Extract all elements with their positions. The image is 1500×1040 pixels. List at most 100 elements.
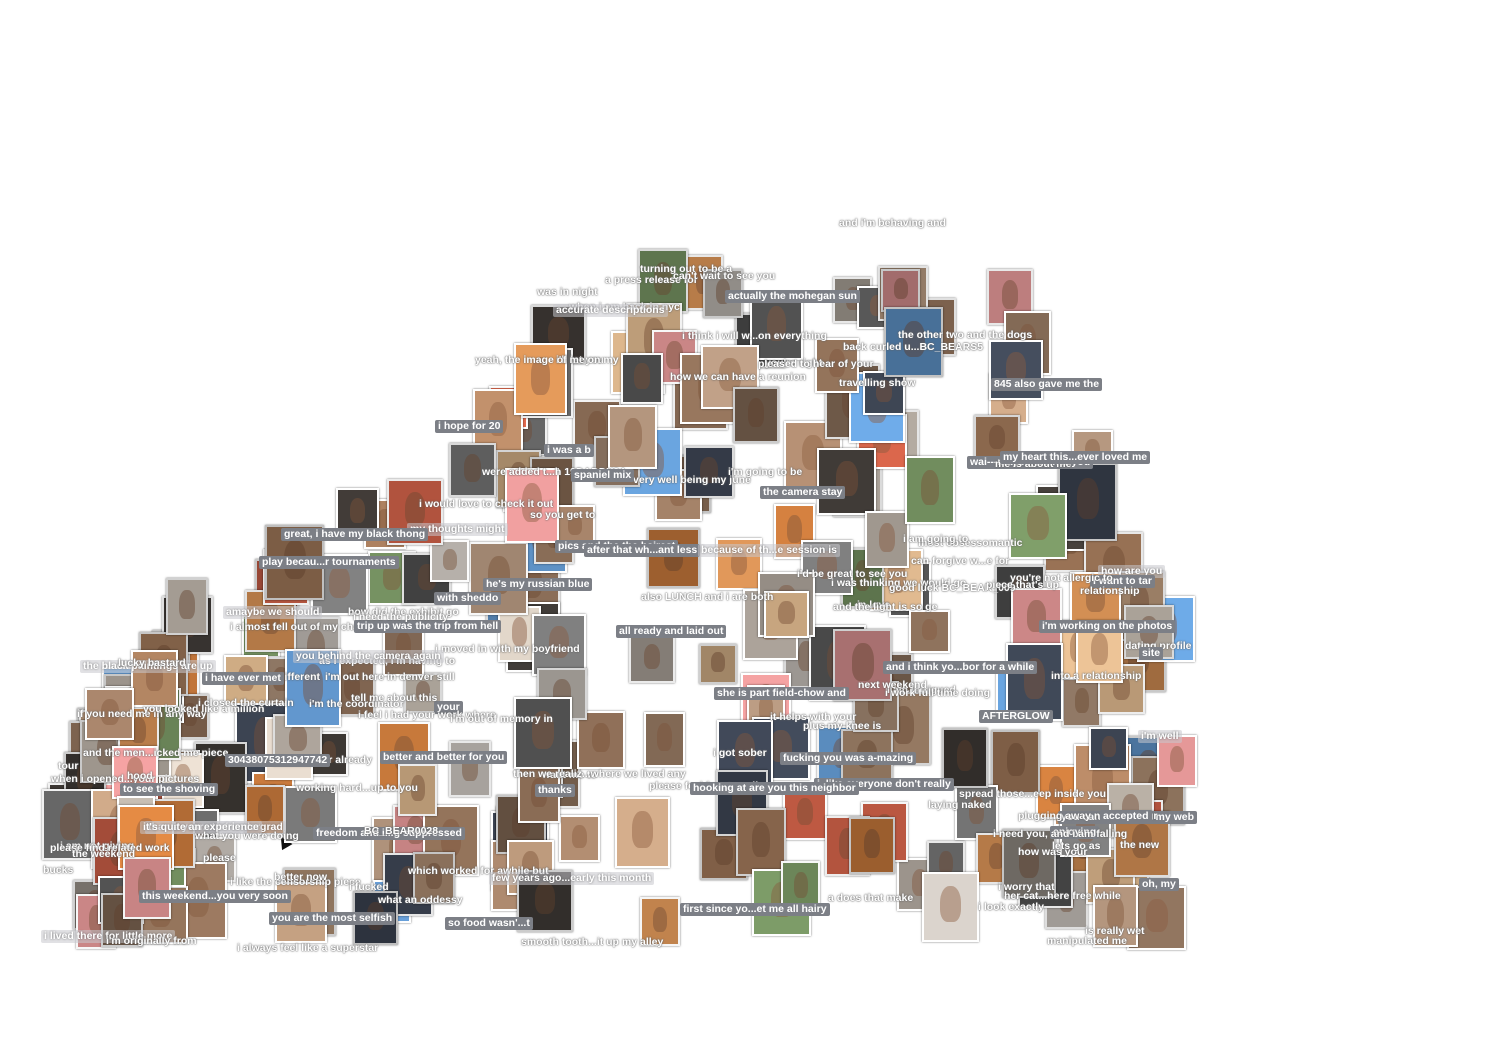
caption-label[interactable]: lucky bastard xyxy=(118,657,186,669)
caption-label[interactable]: i like the censorship piece xyxy=(230,876,361,888)
caption-label[interactable]: i hope for 20 xyxy=(435,420,504,433)
caption-label[interactable]: with sheddo xyxy=(434,592,502,605)
caption-label[interactable]: the new xyxy=(1120,839,1160,851)
caption-label[interactable]: i have ever met xyxy=(202,672,284,685)
photo-portrait-white-shirt[interactable] xyxy=(922,872,979,942)
caption-label[interactable]: i need you, and i am falling xyxy=(993,828,1128,840)
caption-label[interactable]: turning out to be a xyxy=(640,263,733,275)
caption-label[interactable]: bucks xyxy=(43,864,74,876)
caption-label[interactable]: i look exactly xyxy=(978,901,1044,913)
photo-portrait-white-shirt[interactable] xyxy=(449,741,491,797)
photo-bw-2[interactable] xyxy=(621,353,663,404)
caption-label[interactable]: piece that's up xyxy=(986,579,1060,591)
photo-painting[interactable] xyxy=(640,897,680,946)
caption-label[interactable]: this weekend...you very soon xyxy=(139,890,291,903)
caption-label[interactable]: i'm well xyxy=(1138,730,1182,743)
photo-painting[interactable] xyxy=(245,590,296,652)
photo-reclining[interactable] xyxy=(615,797,670,868)
photo-seated[interactable] xyxy=(559,815,600,862)
photo-suit[interactable] xyxy=(1089,727,1128,770)
caption-label[interactable]: i'm originally from xyxy=(106,935,197,947)
photo-seated[interactable] xyxy=(85,688,134,740)
caption-label[interactable]: i need the publicity xyxy=(353,611,449,623)
caption-label[interactable]: enjoying xyxy=(1050,826,1100,839)
photo-orange-bg[interactable] xyxy=(1036,765,1076,819)
caption-label[interactable]: lets go as xyxy=(1052,840,1101,852)
photo-tattoo[interactable] xyxy=(865,511,909,568)
caption-label[interactable]: and the men...icked me piece xyxy=(83,747,229,759)
caption-label[interactable]: is really wet xyxy=(1085,925,1145,937)
photo-outdoor[interactable] xyxy=(781,861,820,913)
caption-label[interactable]: all ready and laid out xyxy=(616,625,727,638)
caption-label[interactable]: 30438075312947742 xyxy=(225,754,331,767)
caption-label[interactable]: better and better for you xyxy=(380,751,508,764)
caption-label[interactable]: how we can have a reunion xyxy=(670,371,806,383)
caption-label[interactable]: and i think yo...bor for a while xyxy=(883,661,1038,674)
caption-label[interactable]: he's my russian blue xyxy=(483,578,593,591)
caption-label[interactable]: great, i have my black thong xyxy=(281,528,429,541)
caption-label[interactable]: after that wh...ant less xyxy=(584,544,701,557)
caption-label[interactable]: you looked like a million xyxy=(143,703,265,715)
caption-label[interactable]: i fucked xyxy=(349,881,389,893)
photo-suit[interactable] xyxy=(1058,463,1117,541)
caption-label[interactable]: i am going to xyxy=(903,533,969,545)
caption-label[interactable]: she is part field-chow and xyxy=(714,687,849,700)
caption-label[interactable]: smooth tooth...it up my alley xyxy=(521,936,664,948)
photo-bw-1[interactable] xyxy=(532,614,586,676)
caption-label[interactable]: laying naked xyxy=(928,799,992,811)
caption-label[interactable]: accepted xyxy=(1100,810,1152,823)
caption-label[interactable]: also LUNCH and i are both xyxy=(641,591,774,603)
caption-label[interactable]: spaniel mix xyxy=(571,469,635,482)
photo-pink[interactable] xyxy=(112,746,158,799)
caption-label[interactable]: i closed the curtain xyxy=(198,697,294,709)
caption-label[interactable]: i almost fell out of my chair xyxy=(230,621,366,633)
photo-beach[interactable] xyxy=(699,644,737,684)
caption-label[interactable]: was in night xyxy=(537,286,598,298)
caption-label[interactable]: what you were doing xyxy=(195,830,299,842)
photo-dark-room[interactable] xyxy=(817,448,876,515)
caption-label[interactable]: a press release for xyxy=(605,274,698,286)
caption-label[interactable]: how did the exhibit go xyxy=(348,606,459,618)
caption-label[interactable]: i was a b xyxy=(544,444,594,457)
caption-label[interactable]: accurate descriptions xyxy=(553,304,668,317)
caption-label[interactable]: few years ago...early this month xyxy=(489,872,655,885)
photo-couple[interactable] xyxy=(909,610,950,653)
caption-label[interactable]: because of th...e session is xyxy=(698,544,840,557)
photo-standing-nude[interactable] xyxy=(608,405,657,469)
photo-bearded[interactable] xyxy=(577,711,625,769)
caption-label[interactable]: i am intrigued xyxy=(887,684,956,696)
caption-label[interactable]: tour xyxy=(58,760,79,772)
caption-label[interactable]: you behind the camera again xyxy=(293,650,444,663)
caption-label[interactable]: i always feel like a superstar xyxy=(237,942,379,954)
caption-label[interactable]: plus my knee is xyxy=(803,720,882,732)
caption-label[interactable]: then we realiz...where we lived any xyxy=(513,768,686,780)
photo-outdoor[interactable] xyxy=(905,456,955,524)
caption-label[interactable]: relationship xyxy=(1080,585,1140,597)
caption-label[interactable]: can forgive w...e for xyxy=(911,555,1010,567)
photo-suit[interactable] xyxy=(684,446,734,498)
caption-label[interactable]: i feel i had your work where xyxy=(358,709,496,721)
caption-label[interactable]: BC_BEAR0028 xyxy=(364,825,439,837)
caption-label[interactable]: amaybe we should xyxy=(223,606,323,619)
caption-label[interactable]: first since yo...et me all hairy xyxy=(680,903,830,916)
caption-label[interactable]: freedom and i...g suppressed xyxy=(313,827,465,840)
caption-label[interactable]: when i opened...your pictures xyxy=(51,773,200,785)
caption-label[interactable]: i would love to check it out xyxy=(419,498,554,510)
photo-portrait-white-shirt[interactable] xyxy=(430,540,469,582)
caption-label[interactable]: hood xyxy=(127,770,153,782)
photo-bed[interactable] xyxy=(166,578,208,635)
photo-pink[interactable] xyxy=(505,468,559,543)
caption-label[interactable]: travelling show xyxy=(839,377,916,389)
caption-label[interactable]: the other two and the dogs xyxy=(898,329,1033,341)
caption-label[interactable]: i worry that xyxy=(998,881,1055,893)
caption-label[interactable]: my heart this...ever loved me xyxy=(1000,451,1151,464)
caption-label[interactable]: the black paintings are up xyxy=(80,660,216,673)
photo-orange-bg[interactable] xyxy=(849,817,895,874)
caption-label[interactable]: your xyxy=(434,701,463,714)
caption-label[interactable]: if you need me in any way xyxy=(77,708,207,720)
caption-label[interactable]: how are you xyxy=(1098,565,1166,578)
caption-label[interactable]: oh, my xyxy=(1139,878,1179,891)
caption-label[interactable]: how was your xyxy=(1018,846,1088,858)
caption-label[interactable]: good luck BC_BEAR_009 xyxy=(889,582,1016,594)
photo-tattoo[interactable] xyxy=(629,634,675,683)
